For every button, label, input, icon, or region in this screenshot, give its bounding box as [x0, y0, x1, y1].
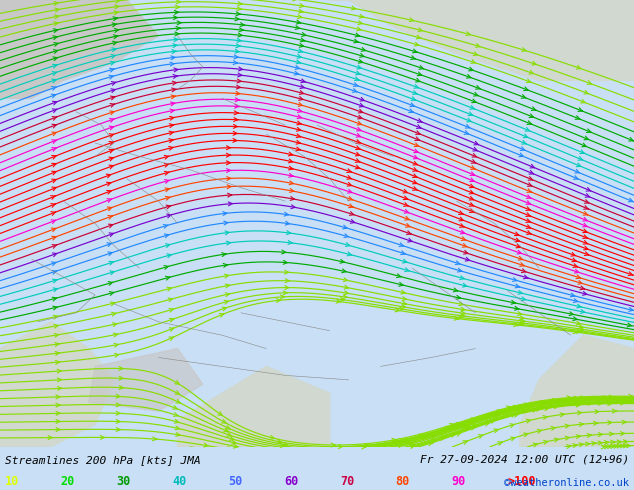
Text: 60: 60: [284, 475, 298, 488]
Text: ©weatheronline.co.uk: ©weatheronline.co.uk: [504, 478, 629, 488]
Text: 90: 90: [451, 475, 465, 488]
Text: 40: 40: [172, 475, 186, 488]
Text: 20: 20: [61, 475, 75, 488]
Text: 10: 10: [5, 475, 19, 488]
Polygon shape: [89, 348, 203, 411]
Polygon shape: [178, 367, 330, 447]
Text: >100: >100: [507, 475, 536, 488]
Polygon shape: [520, 335, 634, 447]
Polygon shape: [0, 0, 158, 98]
Text: Fr 27-09-2024 12:00 UTC (12+96): Fr 27-09-2024 12:00 UTC (12+96): [420, 455, 629, 465]
Text: 50: 50: [228, 475, 242, 488]
Text: 80: 80: [396, 475, 410, 488]
Text: 30: 30: [117, 475, 131, 488]
Text: Streamlines 200 hPa [kts] JMA: Streamlines 200 hPa [kts] JMA: [5, 455, 201, 465]
Polygon shape: [0, 322, 114, 447]
Polygon shape: [330, 0, 634, 80]
Text: 70: 70: [340, 475, 354, 488]
